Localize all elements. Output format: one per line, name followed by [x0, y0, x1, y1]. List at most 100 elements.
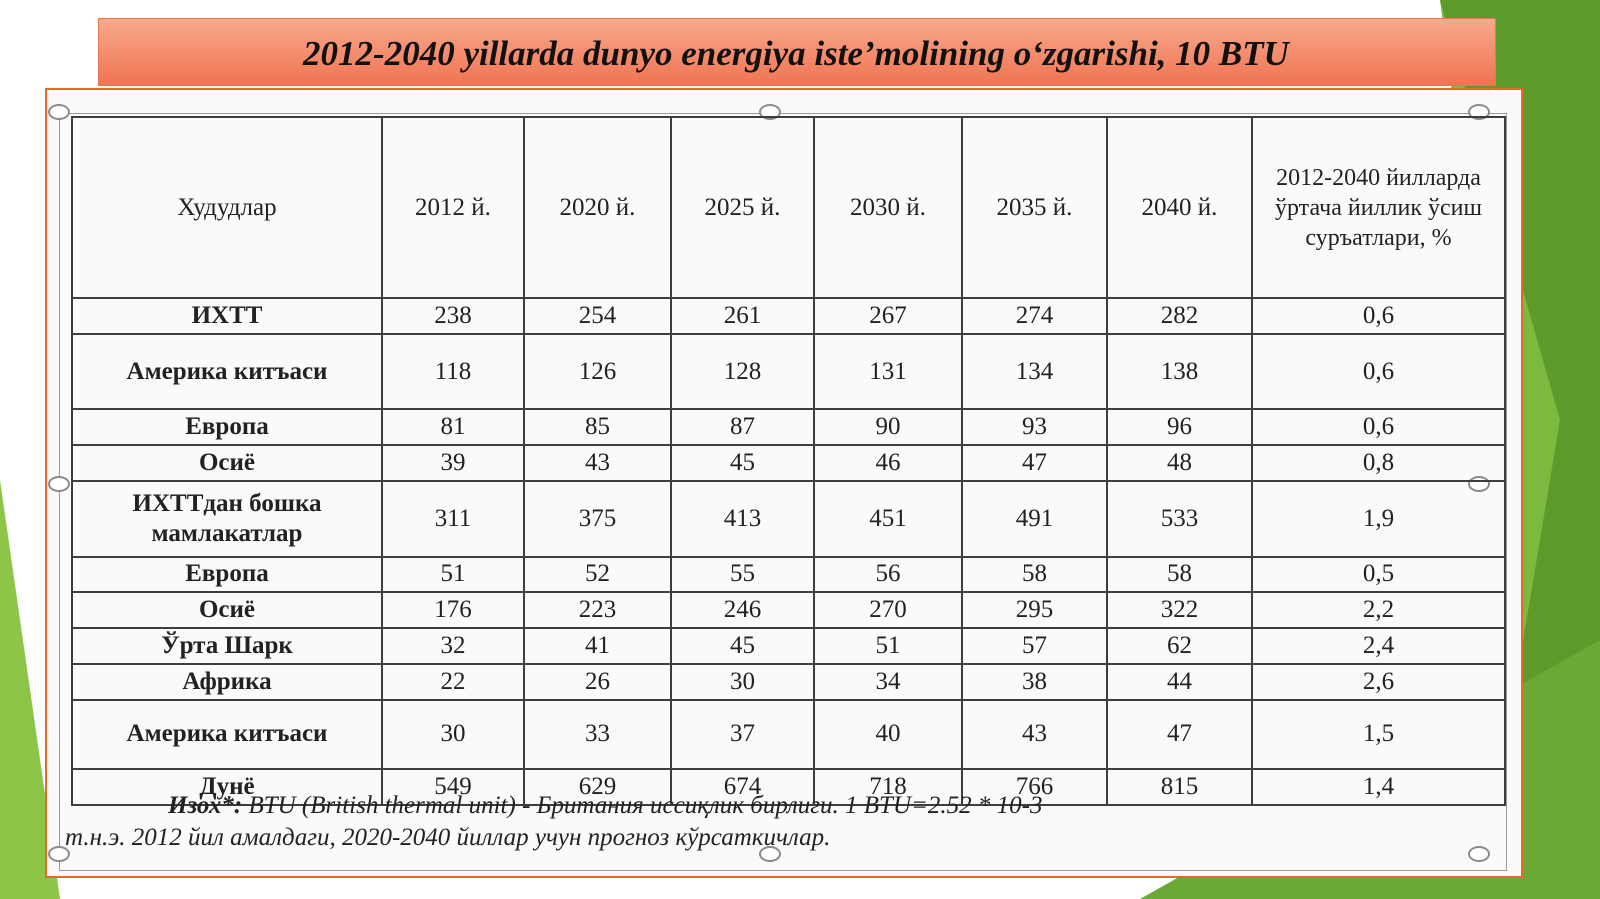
cell-value: 30	[381, 698, 525, 771]
cell-growth: 0,5	[1251, 555, 1506, 594]
cell-value: 718	[813, 768, 963, 806]
cell-growth: 2,6	[1251, 662, 1506, 701]
table-row: Ўрта Шарк 32 41 45 51 57 62 2,4	[71, 627, 1506, 665]
cell-value: 128	[670, 332, 815, 411]
cell-value: 34	[813, 662, 963, 701]
cell-value: 270	[813, 591, 963, 630]
cell-value: 46	[813, 444, 963, 482]
cell-value: 43	[961, 698, 1108, 771]
header-year: 2040 й.	[1106, 116, 1253, 299]
cell-value: 51	[813, 627, 963, 665]
cell-growth: 1,5	[1251, 698, 1506, 771]
row-region: Дунё	[71, 768, 383, 806]
cell-value: 44	[1106, 662, 1253, 701]
cell-value: 26	[523, 662, 672, 701]
cell-value: 37	[670, 698, 815, 771]
cell-value: 47	[1106, 698, 1253, 771]
footnote-label: Изох*:	[168, 792, 243, 819]
cell-value: 43	[523, 444, 672, 482]
cell-growth: 0,6	[1251, 332, 1506, 411]
cell-value: 30	[670, 662, 815, 701]
cell-value: 766	[961, 768, 1108, 806]
cell-growth: 0,8	[1251, 444, 1506, 482]
cell-value: 81	[381, 408, 525, 447]
cell-value: 90	[813, 408, 963, 447]
cell-growth: 1,9	[1251, 479, 1506, 558]
table-picture[interactable]: Худудлар 2012 й. 2020 й. 2025 й. 2030 й.…	[45, 88, 1523, 878]
cell-value: 311	[381, 479, 525, 558]
row-region: ИХТТдан бошка мамлакатлар	[71, 479, 383, 558]
table-row: Америка китъаси 118 126 128 131 134 138 …	[71, 332, 1506, 411]
table-row: Америка китъаси 30 33 37 40 43 47 1,5	[71, 698, 1506, 771]
row-region: Осиё	[71, 591, 383, 630]
resize-handle-middle-left[interactable]	[48, 476, 70, 492]
cell-value: 96	[1106, 408, 1253, 447]
cell-value: 47	[961, 444, 1108, 482]
cell-value: 254	[523, 297, 672, 335]
cell-value: 87	[670, 408, 815, 447]
resize-handle-top-left[interactable]	[48, 104, 70, 120]
cell-value: 491	[961, 479, 1108, 558]
cell-value: 39	[381, 444, 525, 482]
cell-value: 58	[1106, 555, 1253, 594]
header-growth: 2012-2040 йилларда ўртача йиллик ўсиш су…	[1251, 116, 1506, 299]
cell-value: 57	[961, 627, 1108, 665]
table-row-total: Дунё 549 629 674 718 766 815 1,4	[71, 768, 1506, 806]
cell-value: 451	[813, 479, 963, 558]
table-row: Осиё 176 223 246 270 295 322 2,2	[71, 591, 1506, 630]
cell-value: 413	[670, 479, 815, 558]
cell-value: 41	[523, 627, 672, 665]
cell-value: 48	[1106, 444, 1253, 482]
cell-value: 549	[381, 768, 525, 806]
row-region: Европа	[71, 408, 383, 447]
table-row: ИХТТ 238 254 261 267 274 282 0,6	[71, 297, 1506, 335]
header-region: Худудлар	[71, 116, 383, 299]
cell-value: 22	[381, 662, 525, 701]
table-footnote: Изох*: BTU (British thermal unit) - Брит…	[65, 790, 1495, 854]
cell-growth: 2,2	[1251, 591, 1506, 630]
cell-value: 126	[523, 332, 672, 411]
cell-value: 138	[1106, 332, 1253, 411]
cell-value: 52	[523, 555, 672, 594]
cell-value: 629	[523, 768, 672, 806]
footnote-line-1: Изох*: BTU (British thermal unit) - Брит…	[65, 790, 1495, 822]
header-year: 2020 й.	[523, 116, 672, 299]
title-band	[98, 18, 1496, 86]
resize-handle-bottom-right[interactable]	[1468, 846, 1490, 862]
cell-value: 85	[523, 408, 672, 447]
resize-handle-bottom-center[interactable]	[759, 846, 781, 862]
cell-value: 267	[813, 297, 963, 335]
cell-growth: 1,4	[1251, 768, 1506, 806]
cell-value: 32	[381, 627, 525, 665]
row-region: Америка китъаси	[71, 332, 383, 411]
cell-growth: 2,4	[1251, 627, 1506, 665]
cell-value: 533	[1106, 479, 1253, 558]
header-year: 2012 й.	[381, 116, 525, 299]
row-region: Осиё	[71, 444, 383, 482]
table-row: Европа 51 52 55 56 58 58 0,5	[71, 555, 1506, 594]
row-region: Ўрта Шарк	[71, 627, 383, 665]
cell-value: 51	[381, 555, 525, 594]
table-row: Африка 22 26 30 34 38 44 2,6	[71, 662, 1506, 701]
row-region: Америка китъаси	[71, 698, 383, 771]
cell-value: 33	[523, 698, 672, 771]
cell-value: 93	[961, 408, 1108, 447]
cell-value: 274	[961, 297, 1108, 335]
cell-value: 56	[813, 555, 963, 594]
cell-value: 134	[961, 332, 1108, 411]
selection-outline	[59, 113, 1507, 871]
cell-value: 261	[670, 297, 815, 335]
cell-value: 295	[961, 591, 1108, 630]
cell-growth: 0,6	[1251, 408, 1506, 447]
cell-value: 223	[523, 591, 672, 630]
cell-value: 674	[670, 768, 815, 806]
cell-value: 176	[381, 591, 525, 630]
row-region: Европа	[71, 555, 383, 594]
cell-value: 282	[1106, 297, 1253, 335]
cell-value: 131	[813, 332, 963, 411]
footnote-text-2: т.н.э. 2012 йил амалдаги, 2020-2040 йилл…	[65, 824, 831, 851]
cell-growth: 0,6	[1251, 297, 1506, 335]
resize-handle-bottom-left[interactable]	[48, 846, 70, 862]
cell-value: 322	[1106, 591, 1253, 630]
cell-value: 375	[523, 479, 672, 558]
